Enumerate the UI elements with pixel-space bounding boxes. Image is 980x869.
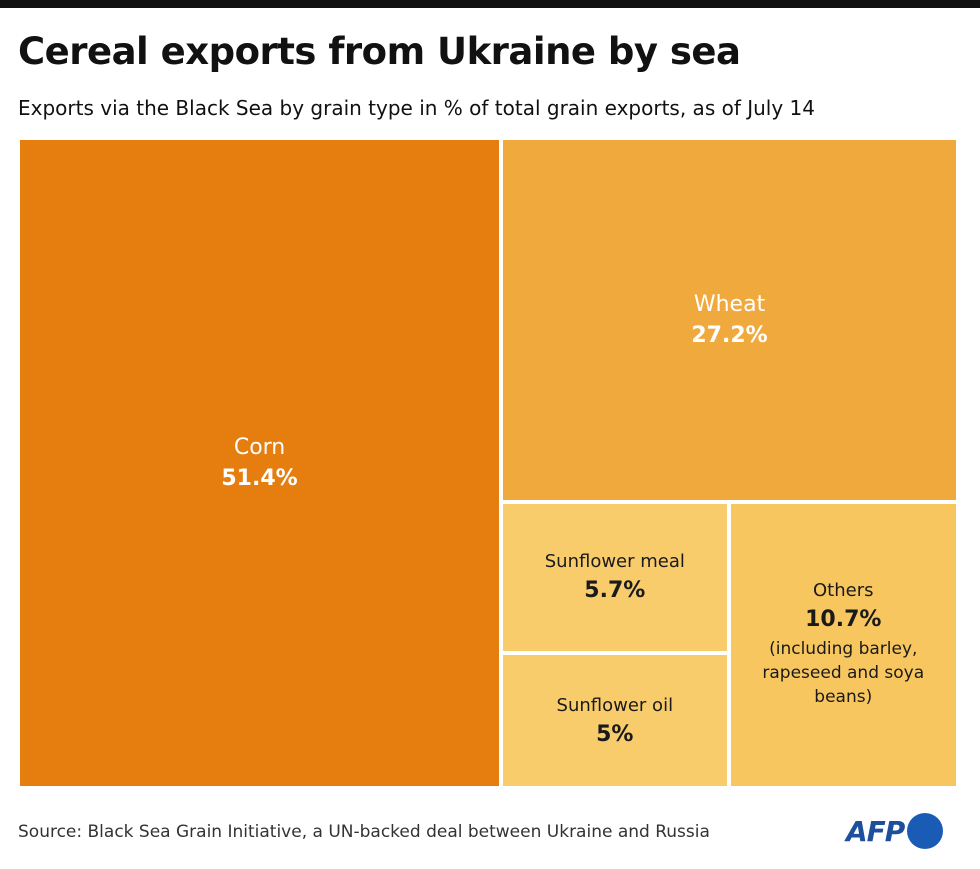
- tile-note: (including barley, rapeseed and soya bea…: [762, 639, 925, 707]
- logo: AFP: [846, 813, 944, 849]
- tile: Wheat 27.2%: [503, 140, 956, 500]
- chart-subtitle: Exports via the Black Sea by grain type …: [18, 96, 816, 120]
- value-label: 5.7%: [584, 578, 646, 604]
- tile-label: Corn: [233, 435, 286, 460]
- tile-label: Others: [813, 580, 874, 602]
- top-bar: [0, 0, 980, 8]
- tile-label: Wheat: [693, 291, 766, 317]
- tile: Sunflower meal 5.7%: [503, 503, 727, 652]
- tile-label: Sunflower meal: [544, 551, 685, 573]
- treemap: Corn 51.4% Wheat 27.2% Sunflower meal 5.7% Sun…: [20, 140, 956, 786]
- chart-title: Cereal exports from Ukraine by sea: [18, 30, 741, 73]
- value-label: 27.2%: [691, 322, 768, 348]
- value-label: 51.4%: [221, 466, 298, 491]
- tile: Sunflower oil 5%: [503, 655, 727, 786]
- tile-label: Sunflower oil: [556, 694, 674, 716]
- logo-dot: [907, 813, 944, 849]
- source: Source: Black Sea Grain Initiative, a UN…: [18, 822, 710, 842]
- value-label: 5%: [596, 721, 634, 747]
- tile: Others 10.7% (including barley, rapeseed a…: [730, 503, 956, 786]
- logo-text: AFP: [846, 814, 905, 848]
- tile: Corn 51.4%: [20, 140, 500, 786]
- value-label: 10.7%: [805, 607, 882, 633]
